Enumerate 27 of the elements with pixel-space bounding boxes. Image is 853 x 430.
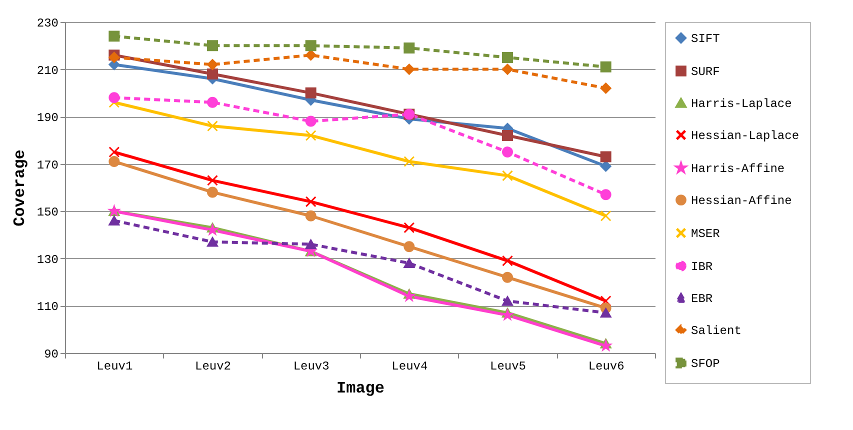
y-axis-title: Coverage bbox=[10, 150, 29, 226]
legend-label: Harris-Affine bbox=[691, 162, 785, 176]
x-tick-label: Leuv4 bbox=[392, 360, 428, 374]
x-axis-title: Image bbox=[336, 380, 385, 398]
legend-label: Hessian-Affine bbox=[691, 194, 792, 208]
x-tick-label: Leuv6 bbox=[588, 360, 624, 374]
legend-label: IBR bbox=[691, 260, 713, 274]
x-tick-label: Leuv2 bbox=[194, 360, 232, 374]
legend-label: Salient bbox=[691, 324, 742, 338]
y-tick-label: 150 bbox=[36, 206, 58, 220]
y-tick-label: 170 bbox=[36, 158, 58, 172]
legend-label: Harris-Laplace bbox=[691, 97, 792, 111]
x-tick-label: Leuv1 bbox=[96, 360, 133, 374]
y-tick-label: 190 bbox=[36, 111, 58, 126]
legend-label: EBR bbox=[691, 292, 713, 306]
y-tick-label: 110 bbox=[36, 300, 58, 314]
legend-label: MSER bbox=[691, 227, 720, 241]
y-tick-label: 210 bbox=[36, 64, 58, 78]
y-tick-label: 90 bbox=[44, 348, 58, 362]
y-tick-label: 130 bbox=[36, 252, 58, 267]
x-tick-label: Leuv5 bbox=[490, 360, 526, 374]
legend-label: SURF bbox=[691, 65, 720, 79]
y-tick-label: 230 bbox=[36, 16, 58, 30]
x-tick-label: Leuv3 bbox=[293, 360, 330, 374]
legend-label: Hessian-Laplace bbox=[691, 129, 800, 143]
legend-label: SIFT bbox=[691, 32, 720, 46]
legend-label: SFOP bbox=[691, 357, 720, 371]
